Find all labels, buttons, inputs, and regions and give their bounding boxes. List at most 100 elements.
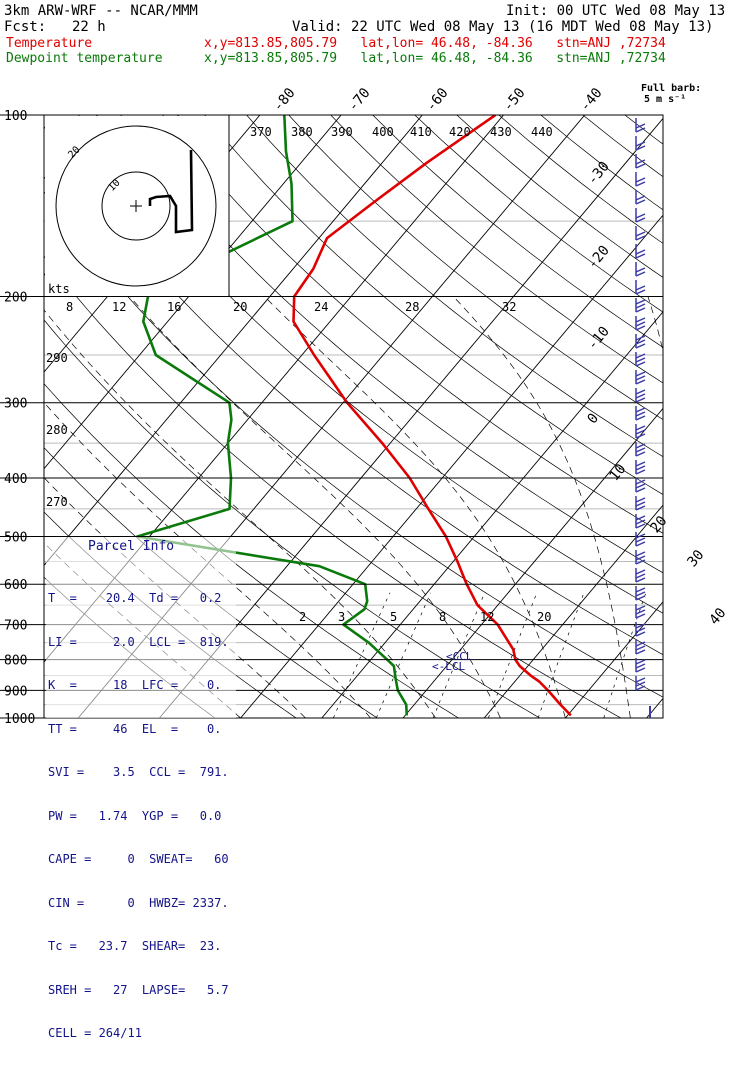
wind-barb-flag [636,498,645,502]
wind-barb-flag [636,664,645,668]
wind-barb-flag [636,416,645,420]
pressure-tick-label: 300 [4,397,27,412]
wind-barb-flag [636,268,645,272]
isotherm-label: 40 [706,605,729,628]
isotherm-label: -70 [345,85,374,115]
pressure-tick-label: 1000 [4,712,35,727]
dry-adiabat-line [205,115,740,718]
wind-barb-flag [636,610,645,614]
wind-barb-flag [636,344,645,348]
mixing-ratio-label: 12 [480,610,494,624]
pressure-tick-label: 100 [4,109,27,124]
wind-barb-flag [636,650,645,654]
theta-label: 370 [250,125,272,139]
wind-barb-flag [636,668,645,672]
lcl-marker: <-LCL [432,660,465,673]
barb-note-2: 5 m s⁻¹ [644,95,686,105]
pressure-tick-label: 500 [4,530,27,545]
wind-barb-flag [636,448,645,452]
pressure-tick-label: 800 [4,654,27,669]
wind-barb-flag [636,408,645,412]
parcel-row: T = 20.4 Td = 0.2 [48,591,229,606]
pressure-tick-label: 700 [4,619,27,634]
hodograph-scale-label: 28 [405,300,419,314]
theta-label: 400 [372,125,394,139]
mixing-ratio-label: 3 [338,610,345,624]
wind-barb-flag [636,322,645,326]
wind-barb-flag [636,214,645,218]
pressure-tick-label: 900 [4,684,27,699]
parcel-row: TT = 46 EL = 0. [48,722,229,737]
mixing-ratio-line [604,593,646,718]
wind-barb-flag [636,300,645,304]
wind-barb-flag [636,286,645,290]
parcel-row: CELL = 264/11 [48,1026,229,1041]
wind-barb-flag [636,362,645,366]
theta-label: 290 [46,351,68,365]
pressure-tick-label: 600 [4,578,27,593]
wind-barb-flag [636,398,645,402]
isotherm-line [322,115,740,718]
wind-barb-flag [636,538,645,542]
parcel-row: PW = 1.74 YGP = 0.0 [48,809,229,824]
isotherm-label: 30 [684,547,707,570]
dry-adiabat-line [289,115,740,718]
isotherm-label: 20 [647,513,670,536]
theta-label: 270 [46,495,68,509]
wind-barb-flag [636,574,645,578]
wind-barb-flag [636,452,645,456]
wind-barb-flag [636,570,645,574]
mixing-ratio-label: 20 [537,610,551,624]
wind-barb-flag [636,178,645,182]
wind-barb-flag [636,272,645,276]
hodograph-scale-label: 8 [66,300,73,314]
parcel-row: SVI = 3.5 CCL = 791. [48,765,229,780]
isotherm-label: -40 [577,85,606,115]
parcel-info-title: Parcel Info [88,540,174,555]
wind-barb-flag [636,462,645,466]
wind-barb-flag [636,444,645,448]
wind-barb-flag [636,466,645,470]
wind-barb-flag [636,660,645,664]
hodograph-scale-label: 12 [112,300,126,314]
isotherm-label: -10 [584,324,613,354]
mixing-ratio-label: 8 [439,610,446,624]
theta-label: 410 [410,125,432,139]
wind-barb-flag [636,128,645,132]
isotherm-label: -20 [584,243,613,273]
isotherm-line [647,115,740,718]
parcel-row: LI = 2.0 LCL = 819. [48,635,229,650]
temperature-profile-line [294,115,571,715]
theta-label: 430 [490,125,512,139]
wind-barb-flag [636,542,645,546]
barb-note-1: Full barb: [641,84,701,94]
moist-adiabat-line [648,297,695,719]
wind-barb-flag [636,678,645,682]
theta-label: 420 [449,125,471,139]
isotherm-label: -60 [423,85,452,115]
wind-barb-flag [636,164,645,168]
wind-barb-flag [636,394,645,398]
wind-barb-flag [636,614,645,618]
wind-barb-flag [636,426,645,430]
wind-barb-flag [636,390,645,394]
isotherm-label: 0 [584,410,602,427]
wind-barb-flag [636,380,645,384]
wind-barb-flag [636,682,645,686]
theta-label: 380 [291,125,313,139]
isotherm-label: -50 [500,85,529,115]
parcel-row: K = 18 LFC = 0. [48,678,229,693]
mixing-ratio-label: 5 [390,610,397,624]
isotherm-label: 10 [606,461,629,484]
wind-barb-flag [636,588,645,592]
hodograph-scale-label: 24 [314,300,328,314]
isotherm-line [403,115,740,718]
wind-barb-flag [636,326,645,330]
wind-barb-flag [636,686,645,690]
wind-barb-flag [636,372,645,376]
wind-barb-flag [636,502,645,506]
wind-barb-flag [636,488,645,492]
wind-barb-flag [636,318,645,322]
dry-adiabat-line [331,115,740,718]
mixing-ratio-label: 2 [299,610,306,624]
